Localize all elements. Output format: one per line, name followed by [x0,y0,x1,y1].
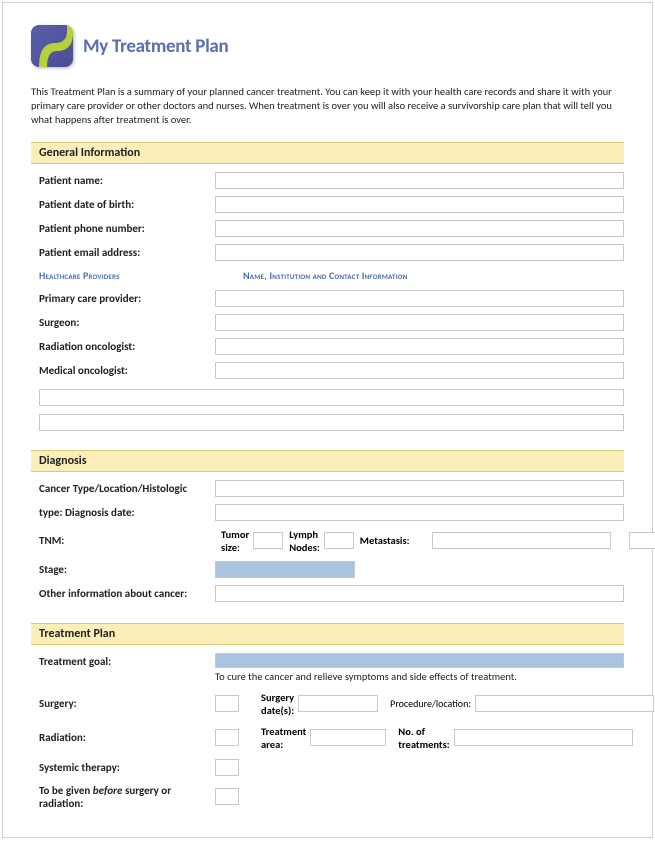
row-surgeon: Surgeon: [31,314,624,331]
label-patient-name: Patient name: [39,174,215,187]
input-patient-name[interactable] [215,172,624,189]
input-meta[interactable] [432,532,611,549]
input-treatment-area[interactable] [310,729,386,746]
input-tumor-size[interactable] [253,532,283,549]
input-phone[interactable] [215,220,624,237]
section-general-header: General Information [31,142,624,164]
input-systemic-chk[interactable] [215,759,239,776]
row-systemic: Systemic therapy: [31,759,624,776]
label-surgery-dates: Surgery date(s): [261,691,294,717]
row-radonc: Radiation oncologist: [31,338,624,355]
label-tnm: TNM: [39,534,215,547]
page-title: My Treatment Plan [83,35,228,58]
row-email: Patient email address: [31,244,624,261]
input-surgery-dates[interactable] [298,695,378,712]
input-surgery-chk[interactable] [215,695,239,712]
row-other-info: Other information about cancer: [31,585,624,602]
label-before: To be given before surgery or radiation: [39,784,215,810]
input-extra-2[interactable] [39,414,624,431]
input-radonc[interactable] [215,338,624,355]
label-other-info: Other information about cancer: [39,587,215,600]
row-primary: Primary care provider: [31,290,624,307]
input-lymph[interactable] [324,532,354,549]
input-goal[interactable] [215,653,624,668]
label-radiation: Radiation: [39,731,215,744]
row-before: To be given before surgery or radiation: [31,784,624,810]
input-medonc[interactable] [215,362,624,379]
row-stage: Stage: [31,561,624,578]
label-medonc: Medical oncologist: [39,364,215,377]
subheader-providers: Healthcare Providers [39,269,243,282]
section-treatment-header: Treatment Plan [31,623,624,645]
header: My Treatment Plan [31,25,624,67]
input-num-treatments[interactable] [454,729,633,746]
input-stage[interactable] [215,561,355,578]
extra-provider-rows [31,386,624,436]
label-procedure: Procedure/location: [390,697,471,710]
row-goal: Treatment goal: To cure the cancer and r… [31,653,624,683]
input-tnm-extra[interactable] [629,532,655,549]
label-diag-date: type: Diagnosis date: [39,506,215,519]
goal-text: To cure the cancer and relieve symptoms … [215,670,624,683]
label-phone: Patient phone number: [39,222,215,235]
label-lymph: Lymph Nodes: [289,528,320,554]
label-num-treatments: No. of treatments: [398,725,449,751]
row-radiation: Radiation: Treatment area: No. of treatm… [31,725,624,751]
row-medonc: Medical oncologist: [31,362,624,379]
section-diagnosis-header: Diagnosis [31,450,624,472]
input-email[interactable] [215,244,624,261]
row-cancer-type: Cancer Type/Location/Histologic [31,480,624,497]
label-stage: Stage: [39,563,215,576]
label-treatment-area: Treatment area: [261,725,306,751]
input-other-info[interactable] [215,585,624,602]
input-radiation-chk[interactable] [215,729,239,746]
label-surgeon: Surgeon: [39,316,215,329]
input-procedure[interactable] [475,695,654,712]
label-goal: Treatment goal: [39,653,215,683]
label-tumor-size: Tumor size: [221,528,249,554]
row-phone: Patient phone number: [31,220,624,237]
logo-icon [31,25,73,67]
goal-column: To cure the cancer and relieve symptoms … [215,653,624,683]
row-surgery: Surgery: Surgery date(s): Procedure/loca… [31,691,624,717]
label-radonc: Radiation oncologist: [39,340,215,353]
row-dob: Patient date of birth: [31,196,624,213]
label-email: Patient email address: [39,246,215,259]
input-before-chk[interactable] [215,788,239,805]
input-dob[interactable] [215,196,624,213]
intro-text: This Treatment Plan is a summary of your… [31,85,624,128]
label-meta: Metastasis: [360,534,410,547]
label-primary: Primary care provider: [39,292,215,305]
row-diag-date: type: Diagnosis date: [31,504,624,521]
input-cancer-type[interactable] [215,480,624,497]
input-diag-date[interactable] [215,504,624,521]
row-patient-name: Patient name: [31,172,624,189]
form-page: My Treatment Plan This Treatment Plan is… [2,2,653,838]
input-primary[interactable] [215,290,624,307]
subheader-contact: Name, Institution and Contact Informatio… [243,269,408,282]
row-tnm: TNM: Tumor size: Lymph Nodes: Metastasis… [31,528,624,554]
label-cancer-type: Cancer Type/Location/Histologic [39,482,215,495]
label-systemic: Systemic therapy: [39,761,215,774]
input-surgeon[interactable] [215,314,624,331]
label-surgery: Surgery: [39,697,215,710]
providers-subheader: Healthcare Providers Name, Institution a… [39,269,624,282]
input-extra-1[interactable] [39,389,624,406]
label-dob: Patient date of birth: [39,198,215,211]
